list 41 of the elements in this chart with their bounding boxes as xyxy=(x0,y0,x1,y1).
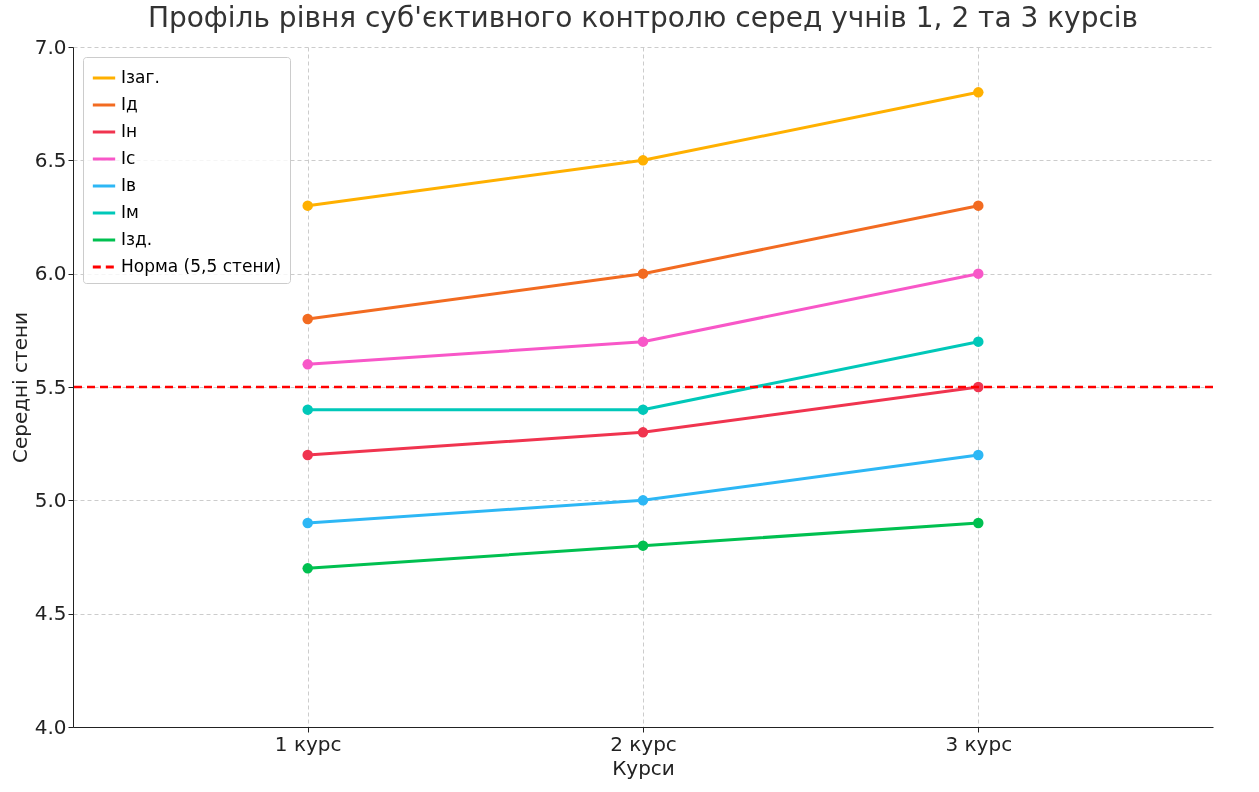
legend-label: Ізд. xyxy=(121,229,153,249)
x-tick-label: 2 курс xyxy=(610,731,677,756)
point xyxy=(637,268,649,279)
x-tick-label: 3 курс xyxy=(945,731,1013,756)
y-tick-label: 4.5 xyxy=(34,601,67,626)
y-tick-label: 4.0 xyxy=(34,714,67,739)
y-axis-title: Середні стени xyxy=(7,311,32,464)
chart-title: Профіль рівня суб'єктивного контролю серед учнів 1, 2 та 3 курсів xyxy=(147,1,1139,34)
point xyxy=(302,359,313,370)
legend-label: Ін xyxy=(121,121,138,141)
point xyxy=(637,540,649,551)
point xyxy=(302,517,313,529)
legend-label: Іс xyxy=(121,148,136,168)
point xyxy=(302,563,313,574)
point xyxy=(973,449,984,461)
y-tick-label: 6.0 xyxy=(34,261,67,286)
legend-label: Ізаг. xyxy=(121,67,160,87)
point xyxy=(973,336,984,347)
y-tick-label: 6.5 xyxy=(34,147,67,172)
legend-label: Ів xyxy=(121,175,137,195)
legend-label: Ім xyxy=(121,202,139,222)
point xyxy=(973,517,984,529)
y-tick-label: 5.0 xyxy=(34,487,67,512)
legend-label: Ід xyxy=(121,94,138,114)
point xyxy=(637,155,649,166)
point xyxy=(302,449,313,461)
x-tick-label: 1 курс xyxy=(274,731,342,756)
point xyxy=(302,200,313,211)
y-tick-label: 7.0 xyxy=(34,34,67,59)
point xyxy=(637,427,649,438)
point xyxy=(973,268,984,279)
y-tick-label: 5.5 xyxy=(34,374,67,399)
x-axis-title: Курси xyxy=(612,755,675,780)
point xyxy=(973,87,984,98)
point xyxy=(637,336,649,347)
point xyxy=(973,200,984,211)
point xyxy=(302,313,313,325)
legend-label: Норма (5,5 стени) xyxy=(121,256,282,276)
point xyxy=(637,404,649,415)
point xyxy=(637,495,649,506)
point xyxy=(302,404,313,415)
